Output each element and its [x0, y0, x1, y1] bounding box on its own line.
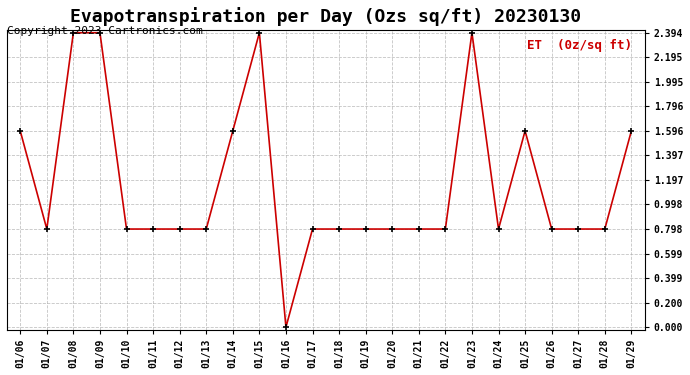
ET  (0z/sq ft): [308, 227, 317, 231]
Title: Evapotranspiration per Day (Ozs sq/ft) 20230130: Evapotranspiration per Day (Ozs sq/ft) 2…: [70, 7, 582, 26]
ET  (0z/sq ft): [441, 227, 449, 231]
ET  (0z/sq ft): [122, 227, 130, 231]
ET  (0z/sq ft): [149, 227, 157, 231]
ET  (0z/sq ft): [547, 227, 555, 231]
ET  (0z/sq ft): [255, 30, 264, 35]
ET  (0z/sq ft): [282, 325, 290, 330]
Text: Copyright 2023 Cartronics.com: Copyright 2023 Cartronics.com: [7, 26, 203, 36]
ET  (0z/sq ft): [335, 227, 343, 231]
ET  (0z/sq ft): [43, 227, 51, 231]
ET  (0z/sq ft): [521, 129, 529, 133]
ET  (0z/sq ft): [494, 227, 502, 231]
ET  (0z/sq ft): [388, 227, 396, 231]
ET  (0z/sq ft): [468, 30, 476, 35]
ET  (0z/sq ft): [228, 129, 237, 133]
ET  (0z/sq ft): [627, 129, 635, 133]
ET  (0z/sq ft): [362, 227, 370, 231]
ET  (0z/sq ft): [16, 129, 24, 133]
ET  (0z/sq ft): [69, 30, 77, 35]
Text: ET  (0z/sq ft): ET (0z/sq ft): [527, 39, 632, 52]
ET  (0z/sq ft): [96, 30, 104, 35]
Line: ET  (0z/sq ft): ET (0z/sq ft): [17, 29, 635, 331]
ET  (0z/sq ft): [202, 227, 210, 231]
ET  (0z/sq ft): [415, 227, 423, 231]
ET  (0z/sq ft): [601, 227, 609, 231]
ET  (0z/sq ft): [574, 227, 582, 231]
ET  (0z/sq ft): [175, 227, 184, 231]
